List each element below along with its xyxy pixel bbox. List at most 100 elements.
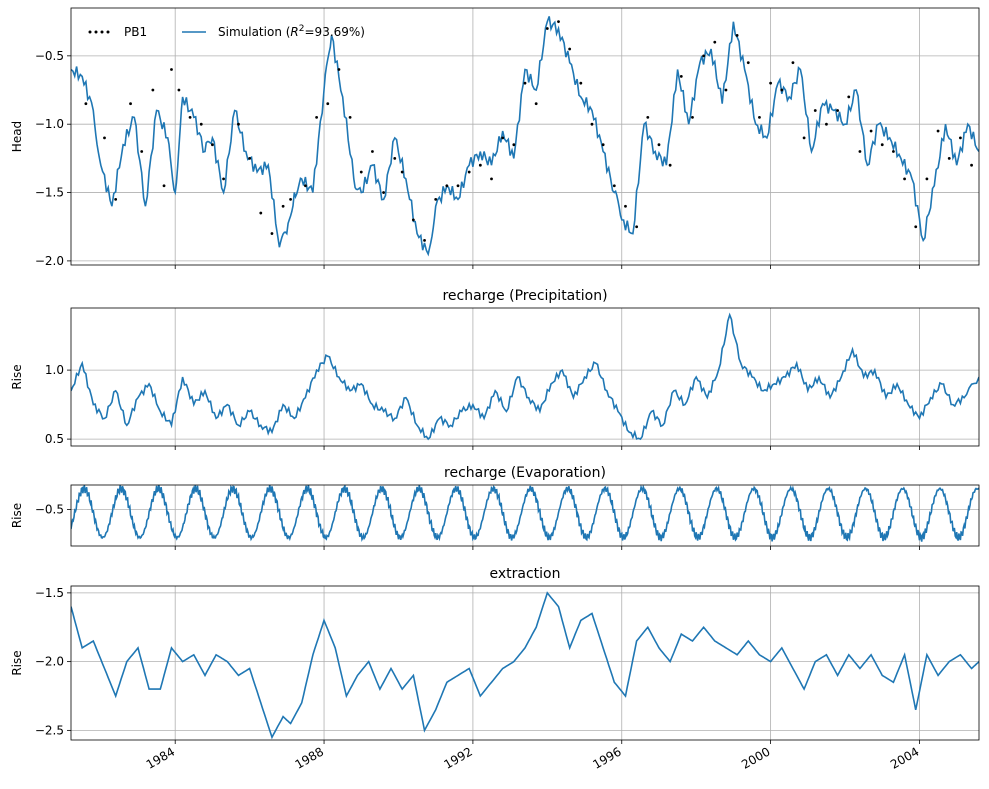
- observation-point: [359, 170, 363, 174]
- observation-point: [188, 115, 192, 119]
- observation-point: [791, 61, 795, 65]
- observation-point: [869, 129, 873, 133]
- panel-title: recharge (Evaporation): [444, 465, 606, 481]
- observation-point: [958, 136, 962, 140]
- observation-point: [579, 81, 583, 85]
- observation-point: [925, 177, 929, 181]
- legend-label-simulation: Simulation (R2=93.69%): [218, 24, 365, 39]
- y-axis-label: Rise: [10, 503, 24, 528]
- observation-point: [836, 109, 839, 112]
- observation-point: [880, 143, 884, 147]
- observation-point: [162, 184, 166, 188]
- observation-point: [237, 122, 240, 126]
- observation-point: [270, 232, 274, 235]
- observation-point: [557, 20, 560, 24]
- y-tick-label: −1.5: [35, 186, 64, 200]
- observation-point: [304, 184, 307, 188]
- legend-label-pb1: PB1: [124, 25, 147, 39]
- observation-point: [970, 163, 973, 167]
- axes-frame-evap: [70, 484, 980, 547]
- legend-marker-pb1: [106, 30, 110, 34]
- x-tick-label: 1996: [590, 744, 623, 771]
- observation-point: [423, 238, 426, 242]
- series-line-precip: [71, 312, 979, 441]
- plot-area-evap: [71, 485, 979, 542]
- observation-point: [802, 136, 806, 140]
- axes-frame-extract: [70, 585, 980, 741]
- legend-marker-pb1: [88, 30, 92, 34]
- observation-point: [199, 122, 203, 126]
- observation-point: [545, 27, 549, 30]
- observation-point: [813, 109, 817, 112]
- observation-point: [646, 115, 650, 119]
- observation-point: [780, 88, 784, 92]
- observation-point: [624, 204, 627, 208]
- y-tick-label: −0.5: [35, 49, 64, 63]
- observation-point: [534, 102, 538, 106]
- observation-point: [825, 122, 828, 126]
- observation-point: [315, 115, 319, 119]
- x-tick-label: 2004: [888, 744, 921, 771]
- observation-point: [746, 61, 750, 65]
- observation-point: [612, 184, 616, 188]
- observation-point: [103, 136, 106, 140]
- plot-area-extract: [71, 591, 979, 740]
- y-tick-label: −2.5: [35, 723, 64, 737]
- panel-precip: 0.5 1.0 Rise recharge (Precipitation): [10, 288, 980, 450]
- observation-point: [691, 115, 694, 119]
- observation-point: [858, 150, 862, 153]
- observation-point: [758, 115, 761, 119]
- y-axis-label: Rise: [10, 364, 24, 389]
- y-axis-label: Rise: [10, 650, 24, 675]
- panel-title: extraction: [490, 566, 561, 582]
- x-tick-label: 1984: [144, 744, 177, 771]
- observation-point: [892, 150, 895, 153]
- observation-point: [847, 95, 851, 99]
- legend-marker-pb1: [100, 30, 104, 34]
- y-tick-label: −2.0: [35, 655, 64, 669]
- panel-evap: −0.5 Rise recharge (Evaporation): [10, 465, 980, 550]
- observation-point: [211, 143, 214, 147]
- observation-point: [170, 68, 173, 71]
- observation-point: [490, 177, 493, 181]
- observation-point: [657, 143, 661, 147]
- observation-point: [348, 115, 352, 119]
- observation-point: [668, 163, 672, 167]
- observation-point: [337, 68, 341, 71]
- observation-point: [601, 143, 605, 147]
- observation-point: [501, 136, 505, 140]
- observation-point: [478, 163, 482, 167]
- y-tick-label: −2.0: [35, 254, 64, 268]
- series-line-extract: [71, 591, 979, 740]
- observation-point: [903, 177, 906, 181]
- y-tick-label: −1.5: [35, 586, 64, 600]
- observation-point: [914, 225, 918, 229]
- observation-point: [724, 88, 728, 92]
- panel-head: −2.0 −1.5 −1.0 −0.5 Head PB1 Simulation (R2=93…: [10, 7, 980, 269]
- observation-point: [635, 225, 639, 229]
- observation-point: [371, 150, 374, 153]
- observation-point: [936, 129, 940, 133]
- observation-point: [947, 156, 951, 160]
- observation-point: [769, 81, 773, 85]
- y-axis-label: Head: [10, 121, 24, 152]
- plot-area-head: [71, 16, 979, 257]
- observation-point: [456, 184, 460, 188]
- observation-point: [129, 102, 132, 106]
- observation-point: [713, 40, 717, 44]
- observation-point: [400, 170, 404, 174]
- observation-point: [222, 177, 225, 181]
- y-tick-label: 1.0: [45, 363, 64, 377]
- observation-point: [281, 204, 285, 208]
- panel-title: recharge (Precipitation): [442, 288, 607, 304]
- observation-point: [114, 197, 118, 201]
- panel-extract: −2.5 −2.0 −1.5 1984 1988 1992 1996 2000 2004 Rise…: [10, 566, 980, 772]
- series-line-evap: [71, 485, 979, 542]
- x-tick-label: 1992: [441, 744, 474, 771]
- observation-point: [512, 143, 516, 147]
- observation-point: [702, 54, 706, 58]
- y-tick-label: −1.0: [35, 117, 64, 131]
- observation-point: [467, 170, 471, 174]
- observation-point: [393, 156, 397, 160]
